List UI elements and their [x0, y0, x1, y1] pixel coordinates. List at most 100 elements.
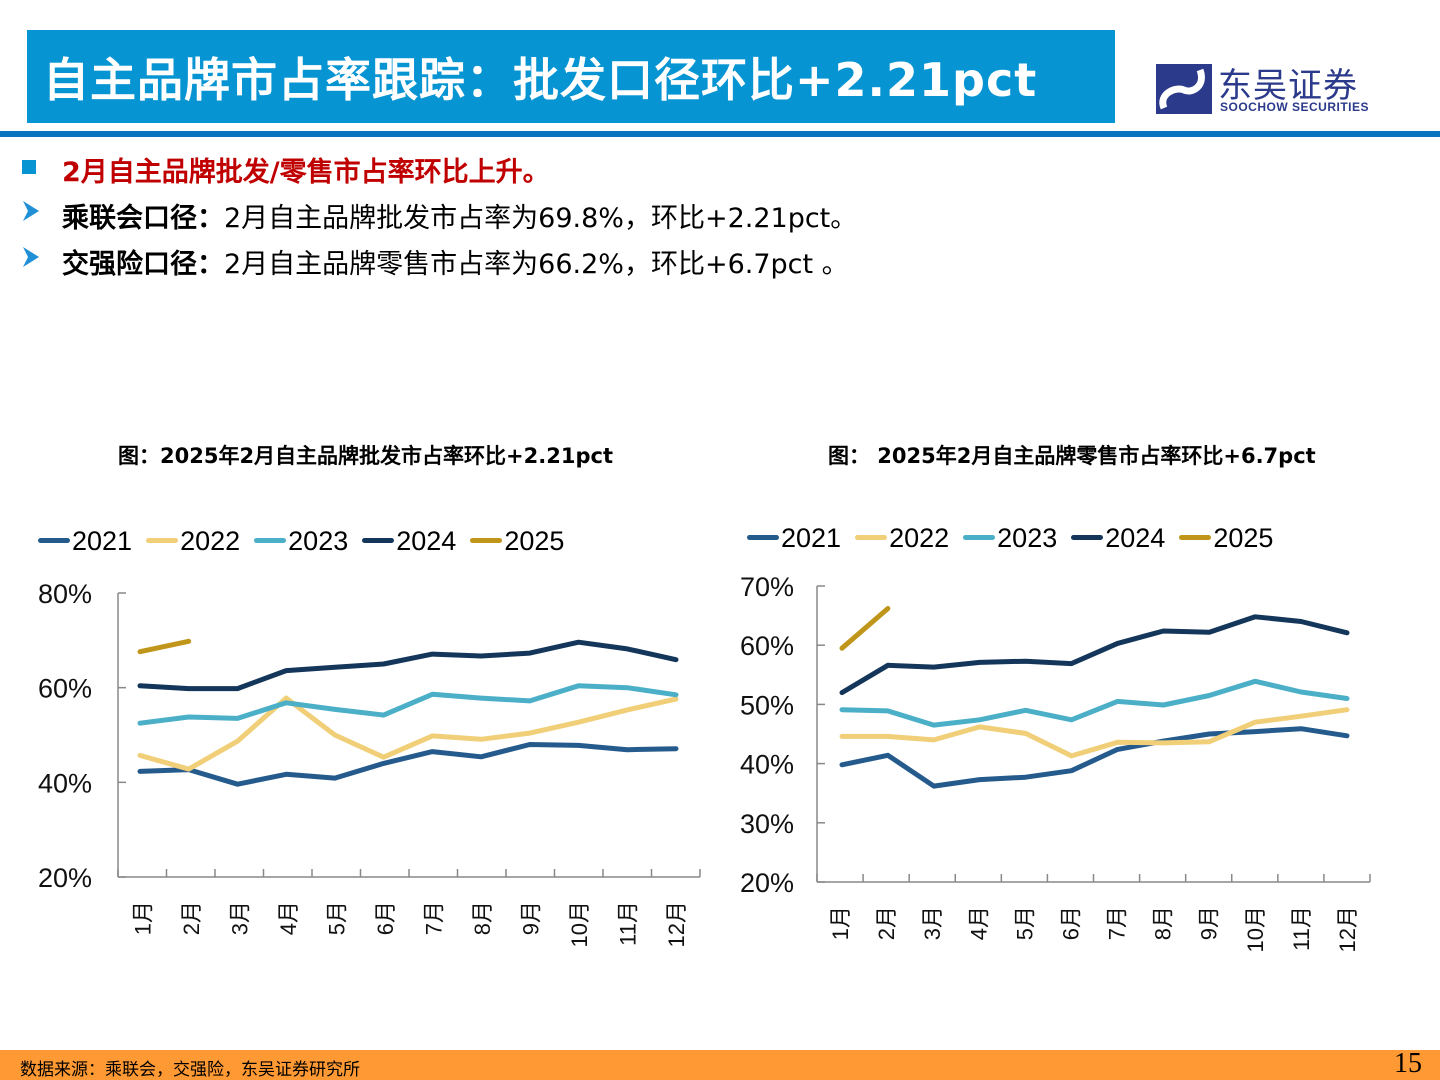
company-logo: 东吴证券 SOOCHOW SECURITIES: [1156, 62, 1386, 120]
y-tick-label: 80%: [38, 579, 92, 609]
x-tick-label: 10月: [1243, 906, 1268, 952]
x-tick-label: 1月: [828, 906, 853, 940]
y-tick-label: 50%: [740, 690, 794, 720]
x-tick-label: 7月: [421, 901, 446, 935]
legend-item-2023: 2023: [963, 523, 1057, 554]
x-tick-label: 4月: [276, 901, 301, 935]
arrow-bullet-icon: [23, 247, 39, 267]
x-tick-label: 1月: [130, 901, 155, 935]
chart-legend-retail: 2021 2022 2023 2024 2025: [747, 523, 1287, 553]
series-line-2025: [839, 606, 891, 651]
legend-label: 2024: [1105, 523, 1166, 553]
legend-label: 2023: [997, 523, 1058, 553]
bullet-label-text: 乘联会口径：: [62, 203, 224, 234]
series-line-2021: [839, 726, 1350, 789]
x-tick-label: 9月: [1197, 906, 1222, 940]
x-tick-label: 11月: [615, 901, 640, 946]
x-tick-label: 12月: [664, 901, 689, 947]
legend-item-2024: 2024: [362, 526, 456, 557]
data-source: 数据来源：乘联会，交强险，东吴证券研究所: [20, 1060, 360, 1080]
logo-text-cn: 东吴证券: [1218, 66, 1358, 106]
title-bar: 自主品牌市占率跟踪：批发口径环比+2.21pct: [27, 30, 1115, 123]
legend-item-2022: 2022: [146, 526, 240, 557]
page-title: 自主品牌市占率跟踪：批发口径环比+2.21pct: [43, 53, 1038, 107]
soochow-logo-icon: [1156, 64, 1212, 114]
x-tick-label: 8月: [1151, 906, 1176, 940]
x-tick-label: 11月: [1289, 906, 1314, 951]
legend-swatch: [747, 535, 779, 541]
legend-item-2023: 2023: [254, 526, 348, 557]
logo-text-en: SOOCHOW SECURITIES: [1220, 100, 1370, 114]
legend-label: 2022: [180, 526, 241, 556]
series-line-2022: [137, 695, 679, 772]
x-tick-label: 3月: [920, 906, 945, 940]
y-tick-label: 60%: [38, 674, 92, 704]
legend-swatch: [38, 538, 70, 544]
series-line-2025: [137, 638, 192, 655]
legend-label: 2023: [288, 526, 349, 556]
legend-item-2021: 2021: [747, 523, 841, 554]
series-line-2024: [137, 639, 679, 692]
legend-item-2025: 2025: [1179, 523, 1273, 554]
legend-label: 2021: [781, 523, 842, 553]
square-bullet-icon: [22, 160, 36, 174]
legend-item-2024: 2024: [1071, 523, 1165, 554]
x-tick-label: 2月: [179, 901, 204, 935]
x-tick-label: 10月: [567, 901, 592, 947]
legend-item-2021: 2021: [38, 526, 132, 557]
x-tick-label: 12月: [1335, 906, 1360, 952]
series-line-2023: [839, 678, 1350, 728]
legend-label: 2024: [396, 526, 457, 556]
chart-title-wholesale: 图：2025年2月自主品牌批发市占率环比+2.21pct: [118, 444, 613, 468]
bullet-label-text: 交强险口径：: [62, 249, 224, 280]
series-line-2024: [839, 614, 1350, 696]
legend-swatch: [1071, 535, 1104, 541]
y-tick-label: 20%: [38, 863, 92, 893]
footer-bar: 数据来源：乘联会，交强险，东吴证券研究所 15: [0, 1048, 1440, 1080]
chart-retail: 20% 30% 40% 50% 60% 70% 1月 2月 3月 4月 5月 6月 7月 8月 9月 10月 1…: [740, 572, 1371, 952]
legend-swatch: [963, 535, 996, 541]
legend-swatch: [146, 538, 179, 544]
legend-swatch: [1179, 535, 1212, 541]
x-tick-label: 6月: [373, 901, 398, 935]
x-tick-label: 6月: [1058, 906, 1083, 940]
legend-label: 2022: [889, 523, 950, 553]
x-tick-label: 4月: [966, 906, 991, 940]
arrow-bullet-icon: [23, 201, 39, 221]
series-line-2021: [137, 742, 679, 787]
legend-item-2022: 2022: [855, 523, 949, 554]
x-tick-label: 3月: [227, 901, 252, 935]
bullet-label: 交强险口径：2月自主品牌零售市占率为66.2%，环比+6.7pct 。: [62, 242, 849, 281]
legend-label: 2025: [1213, 523, 1274, 553]
key-point-text: 2月自主品牌批发/零售市占率环比上升。: [62, 157, 550, 188]
chart-title-retail: 图： 2025年2月自主品牌零售市占率环比+6.7pct: [828, 444, 1316, 468]
chart-legend-wholesale: 2021 2022 2023 2024 2025: [38, 526, 578, 556]
x-tick-label: 7月: [1105, 906, 1130, 940]
legend-swatch: [254, 538, 287, 544]
x-tick-label: 5月: [1012, 906, 1037, 940]
x-tick-label: 8月: [470, 901, 495, 935]
y-tick-label: 30%: [740, 809, 794, 839]
chart-wholesale: 20% 40% 60% 80% 1月 2月 3月 4月 5月 6月 7月 8月 9月 10月 11月 12月: [38, 579, 701, 947]
series-line-2023: [137, 683, 679, 726]
series-line-2022: [839, 707, 1350, 759]
legend-label: 2021: [72, 526, 133, 556]
bullet-label: 乘联会口径：2月自主品牌批发市占率为69.8%，环比+2.21pct。: [62, 196, 857, 235]
legend-label: 2025: [504, 526, 565, 556]
y-tick-label: 40%: [740, 750, 794, 780]
x-tick-label: 2月: [874, 906, 899, 940]
legend-swatch: [362, 538, 395, 544]
legend-item-2025: 2025: [470, 526, 564, 557]
header-divider: [0, 131, 1440, 137]
bullet-body: 2月自主品牌批发市占率为69.8%，环比+2.21pct。: [224, 203, 858, 234]
y-tick-label: 40%: [38, 768, 92, 798]
x-tick-label: 9月: [518, 901, 543, 935]
bullet-body: 2月自主品牌零售市占率为66.2%，环比+6.7pct 。: [224, 249, 849, 280]
y-tick-label: 60%: [740, 631, 794, 661]
y-tick-label: 70%: [740, 572, 794, 602]
x-tick-label: 5月: [324, 901, 349, 935]
legend-swatch: [470, 538, 503, 544]
page-number: 15: [1394, 1048, 1422, 1079]
y-tick-label: 20%: [740, 868, 794, 898]
legend-swatch: [855, 535, 888, 541]
